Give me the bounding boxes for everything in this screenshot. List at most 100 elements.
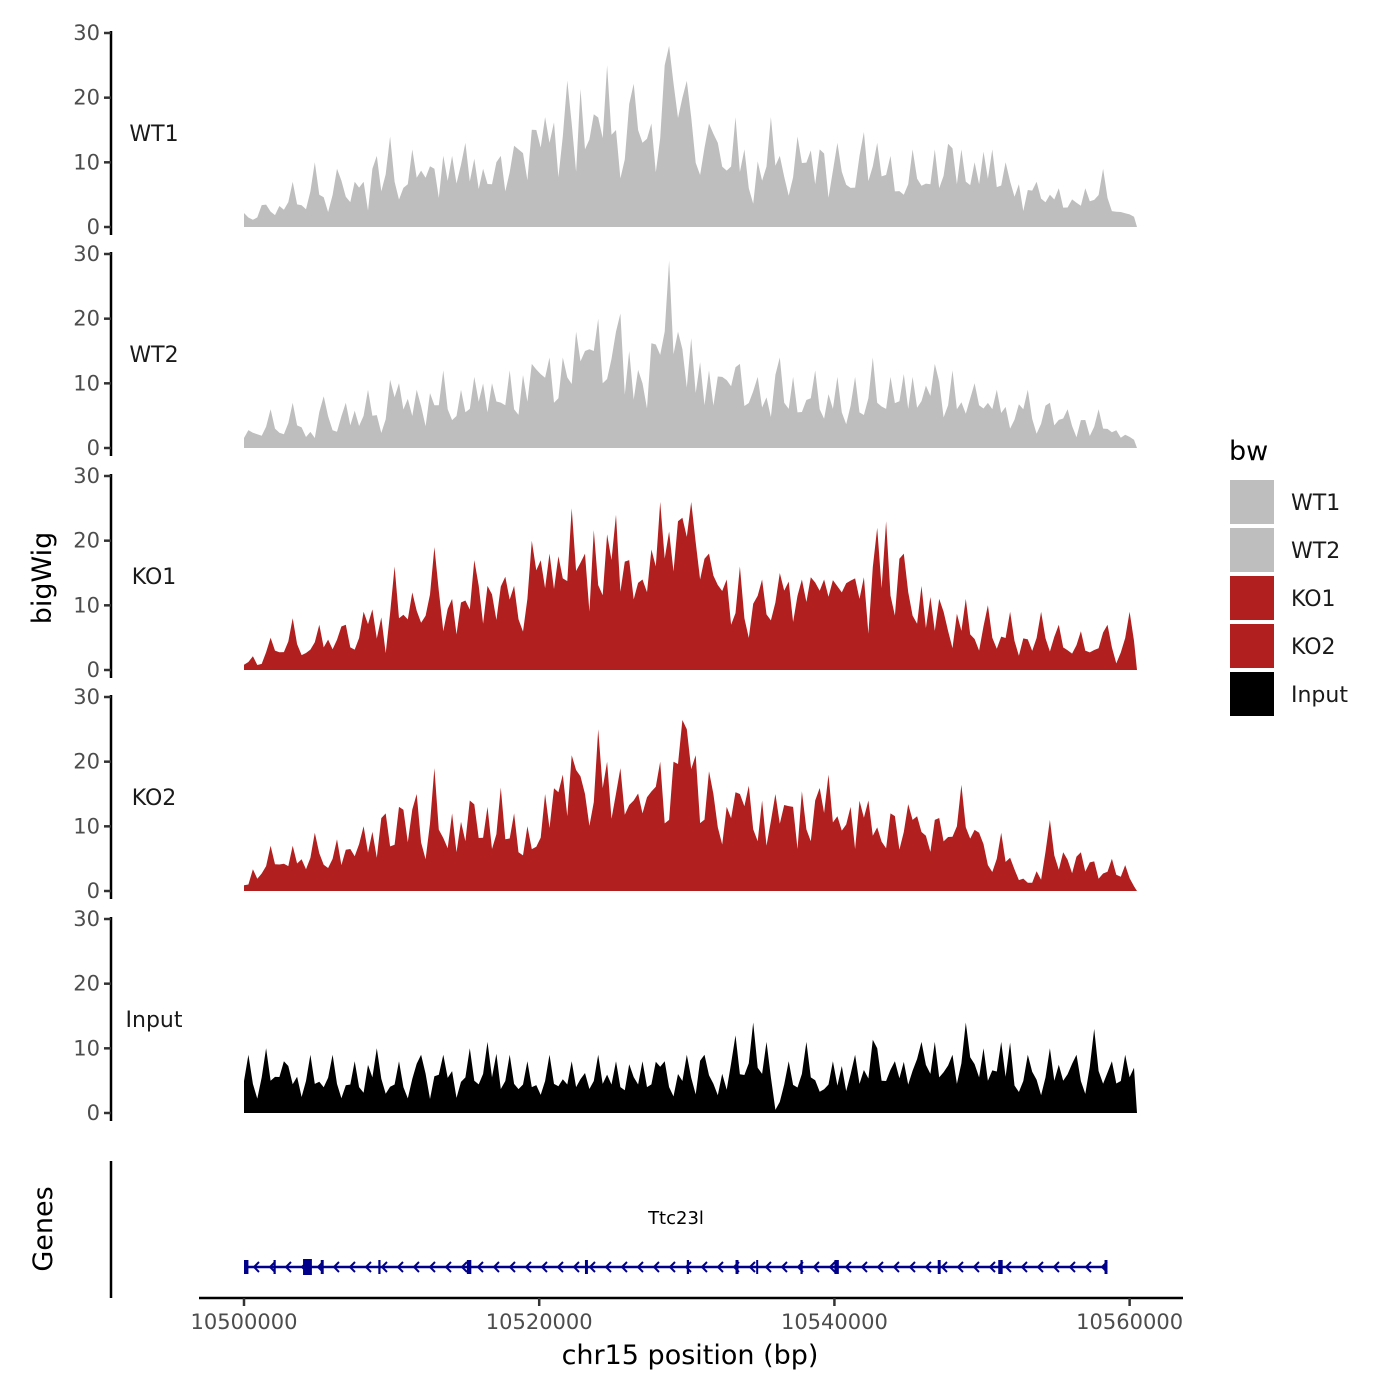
strand-arrow — [332, 1261, 340, 1273]
genes-track: Genes Ttc23l — [28, 1161, 1108, 1298]
gene-glyphs — [244, 1259, 1108, 1275]
strand-arrow — [444, 1261, 452, 1273]
strand-arrow — [812, 1261, 820, 1273]
gene-exon — [735, 1260, 739, 1274]
track-ko1: 0 10 20 30 KO1 — [73, 464, 1137, 682]
strand-arrow — [268, 1261, 276, 1273]
legend-item-wt1: WT1 — [1230, 480, 1340, 524]
legend-swatch — [1230, 528, 1274, 572]
strand-arrow — [780, 1261, 788, 1273]
y-tick-label: 10 — [73, 150, 100, 174]
strand-arrow — [700, 1261, 708, 1273]
x-axis-title: chr15 position (bp) — [562, 1340, 819, 1371]
y-tick-label: 10 — [73, 593, 100, 617]
track-wt2: 0 10 20 30 WT2 — [73, 242, 1137, 460]
strand-arrow — [252, 1261, 260, 1273]
strand-arrow — [572, 1261, 580, 1273]
strand-arrow — [588, 1261, 596, 1273]
strand-arrow — [460, 1261, 468, 1273]
coverage-area-ko2 — [244, 720, 1137, 891]
strand-arrow — [652, 1261, 660, 1273]
x-tick-label: 10540000 — [781, 1310, 888, 1334]
legend: bw WT1 WT2 KO1 KO2 Input — [1229, 436, 1348, 716]
legend-swatch — [1230, 624, 1274, 668]
strand-arrow — [908, 1261, 916, 1273]
legend-item-ko2: KO2 — [1230, 624, 1336, 668]
legend-swatch — [1230, 672, 1274, 716]
strand-arrow — [748, 1261, 756, 1273]
legend-swatch — [1230, 480, 1274, 524]
strand-arrow — [508, 1261, 516, 1273]
y-tick-label: 0 — [87, 658, 100, 682]
strand-arrow — [924, 1261, 932, 1273]
track-label: KO1 — [132, 565, 177, 590]
legend-label: KO1 — [1291, 587, 1336, 612]
strand-arrow — [604, 1261, 612, 1273]
coverage-area-ko1 — [244, 501, 1137, 670]
strand-arrow — [1068, 1261, 1076, 1273]
strand-arrow — [1084, 1261, 1092, 1273]
x-axis: 10500000 10520000 10540000 10560000 chr15 p… — [191, 1296, 1183, 1371]
strand-arrow — [476, 1261, 484, 1273]
y-axis-title: bigWig — [27, 532, 58, 625]
legend-items: WT1 WT2 KO1 KO2 Input — [1230, 480, 1348, 716]
strand-arrow — [1052, 1261, 1060, 1273]
strand-arrow — [988, 1261, 996, 1273]
gene-exon — [584, 1260, 588, 1274]
strand-arrow — [860, 1261, 868, 1273]
strand-arrow — [492, 1261, 500, 1273]
y-tick-label: 20 — [73, 972, 100, 996]
gene-exon — [686, 1260, 690, 1274]
strand-arrow — [716, 1261, 724, 1273]
x-tick-label: 10560000 — [1076, 1310, 1183, 1334]
strand-arrow — [876, 1261, 884, 1273]
track-label: WT2 — [129, 343, 178, 368]
legend-title: bw — [1229, 436, 1268, 467]
y-tick-label: 20 — [73, 750, 100, 774]
strand-arrow — [828, 1261, 836, 1273]
tracks: 0 10 20 30 WT1 0 10 20 30 WT2 0 10 20 30 KO1 0 10 20 30 KO2… — [73, 21, 1137, 1125]
strand-arrow — [396, 1261, 404, 1273]
genes-track-title: Genes — [28, 1186, 59, 1271]
track-label: KO2 — [132, 786, 177, 811]
strand-arrow — [524, 1261, 532, 1273]
y-tick-label: 0 — [87, 1101, 100, 1125]
gene-exon — [320, 1260, 324, 1274]
track-wt1: 0 10 20 30 WT1 — [73, 21, 1137, 239]
coverage-area-input — [244, 1022, 1137, 1113]
y-tick-label: 30 — [73, 464, 100, 488]
legend-label: WT2 — [1291, 539, 1340, 564]
gene-exon — [273, 1260, 276, 1274]
coverage-area-wt1 — [244, 45, 1137, 228]
legend-swatch — [1230, 576, 1274, 620]
y-tick-label: 20 — [73, 307, 100, 331]
track-label: WT1 — [129, 122, 178, 147]
y-tick-label: 30 — [73, 685, 100, 709]
track-ko2: 0 10 20 30 KO2 — [73, 685, 1137, 903]
y-tick-label: 30 — [73, 21, 100, 45]
strand-arrow — [764, 1261, 772, 1273]
y-tick-label: 20 — [73, 529, 100, 553]
x-ticks: 10500000 10520000 10540000 10560000 — [191, 1298, 1183, 1334]
legend-item-wt2: WT2 — [1230, 528, 1340, 572]
y-tick-label: 10 — [73, 814, 100, 838]
strand-arrow — [620, 1261, 628, 1273]
y-tick-label: 20 — [73, 86, 100, 110]
legend-item-ko1: KO1 — [1230, 576, 1336, 620]
strand-arrow — [284, 1261, 292, 1273]
strand-arrow — [348, 1261, 356, 1273]
strand-arrow — [636, 1261, 644, 1273]
strand-arrow — [428, 1261, 436, 1273]
legend-label: Input — [1291, 683, 1348, 708]
gene-exon — [303, 1259, 312, 1275]
strand-arrow — [364, 1261, 372, 1273]
strand-arrow — [556, 1261, 564, 1273]
y-tick-label: 10 — [73, 1036, 100, 1060]
strand-arrow — [1004, 1261, 1012, 1273]
gene-exon — [998, 1260, 1003, 1274]
x-tick-label: 10500000 — [191, 1310, 298, 1334]
legend-item-input: Input — [1230, 672, 1348, 716]
gene-exon — [378, 1260, 381, 1274]
gene-label: Ttc23l — [647, 1208, 704, 1229]
